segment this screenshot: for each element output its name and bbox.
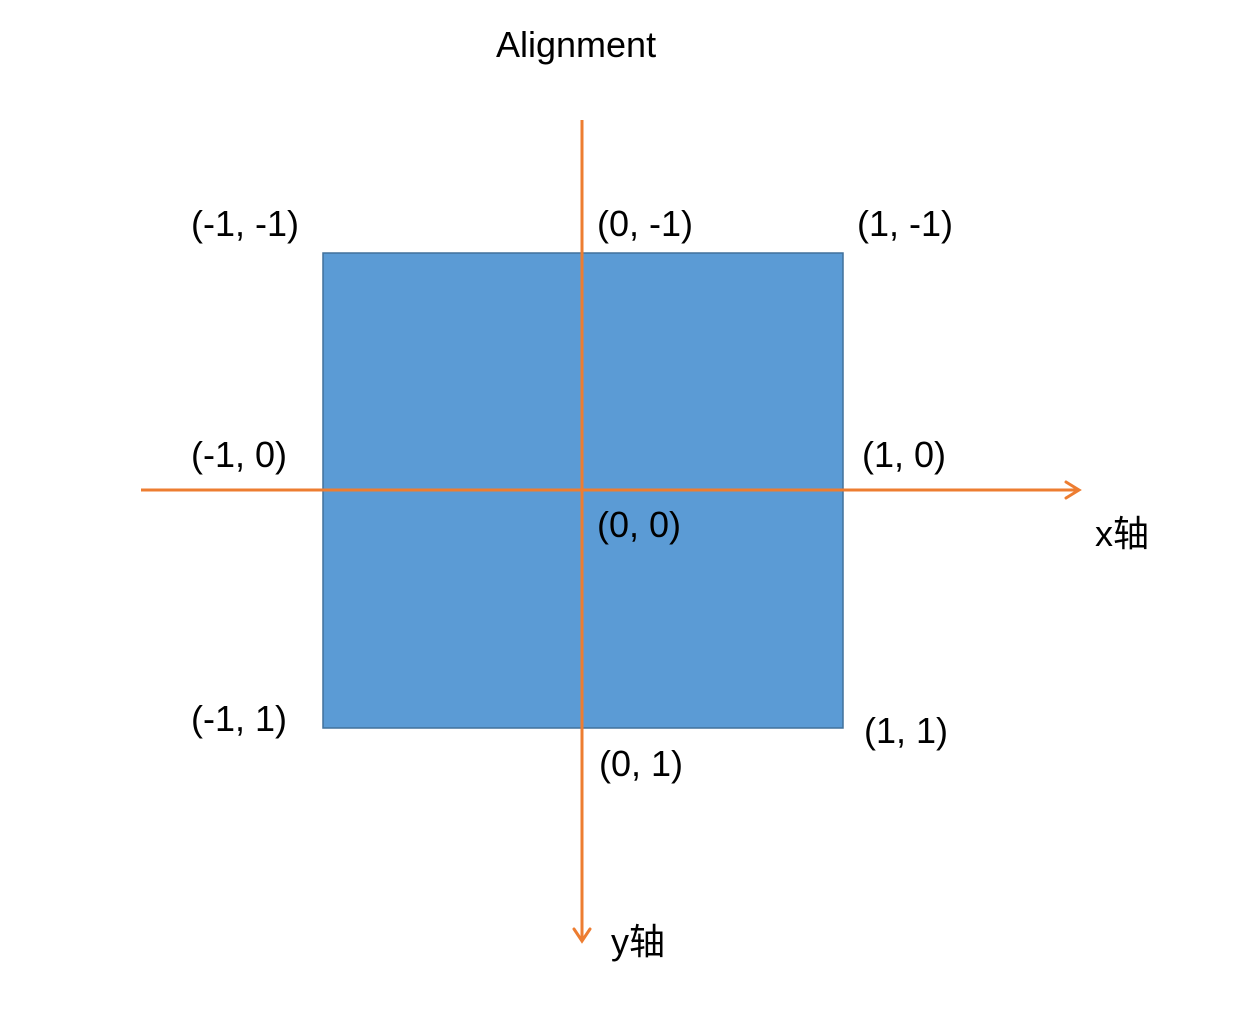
point-label-top-left: (-1, -1) [191, 203, 299, 244]
point-label-bottom-left: (-1, 1) [191, 698, 288, 739]
diagram-title: Alignment [496, 24, 657, 65]
x-axis-arrowhead [1064, 480, 1082, 500]
point-label-center: (0, 0) [597, 504, 682, 545]
x-axis-label: x轴 [1095, 513, 1150, 554]
point-label-bottom-right: (1, 1) [864, 710, 949, 751]
point-label-top-right: (1, -1) [857, 203, 954, 244]
y-axis-label: y轴 [611, 921, 666, 962]
point-label-bottom-center: (0, 1) [599, 743, 684, 784]
point-label-top-center: (0, -1) [597, 203, 694, 244]
point-label-mid-right: (1, 0) [862, 434, 947, 475]
point-label-mid-left: (-1, 0) [191, 434, 288, 475]
y-axis-arrowhead [572, 927, 592, 944]
